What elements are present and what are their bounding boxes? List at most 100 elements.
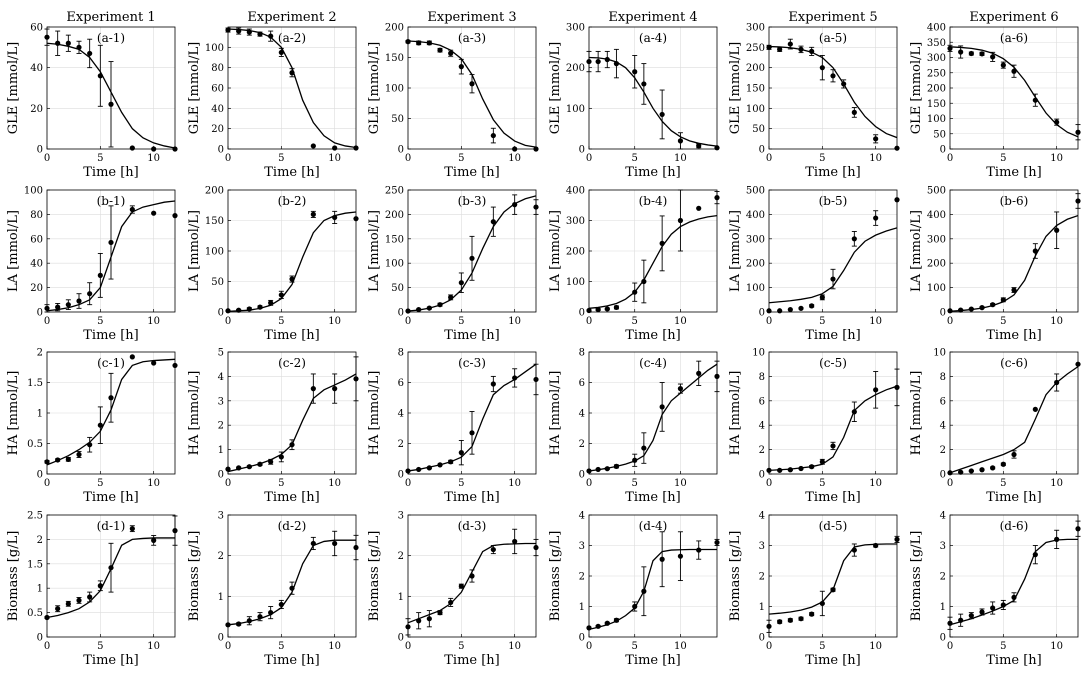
data-point — [787, 306, 793, 313]
panel-d-4: 0 5 10 0 1 2 3 4 Time [h] Biomass [g/L] (d-4) — [548, 511, 720, 668]
axes-box — [768, 351, 898, 475]
data-point — [289, 585, 295, 591]
panel-tag: (c-3) — [458, 356, 486, 370]
panel-tag: (d-5) — [819, 519, 848, 533]
data-point — [151, 146, 157, 152]
data-point — [268, 610, 274, 616]
y-tick-label: 60 — [211, 84, 224, 95]
model-curve — [769, 45, 897, 139]
y-tick-label: 1 — [398, 592, 404, 603]
y-axis-label: Biomass [g/L] — [6, 531, 21, 622]
data-point — [659, 111, 665, 118]
data-point — [1054, 227, 1060, 233]
panel-title: Experiment 4 — [608, 10, 697, 25]
y-tick-label: 40 — [211, 104, 224, 115]
data-point — [979, 467, 985, 473]
x-axis-label: Time [h] — [986, 328, 1042, 343]
x-axis-label: Time [h] — [986, 490, 1042, 505]
y-axis-label: HA [mmol/L] — [728, 371, 743, 456]
x-tick-label: 5 — [97, 641, 103, 652]
data-point — [246, 618, 252, 624]
x-tick-label: 10 — [147, 478, 160, 489]
data-point — [613, 61, 620, 67]
x-axis-label: Time [h] — [986, 653, 1042, 668]
x-tick-label: 0 — [766, 478, 772, 489]
y-tick-label: 100 — [385, 259, 404, 270]
x-axis-label: Time [h] — [264, 653, 320, 668]
y-tick-label: 1 — [37, 409, 43, 420]
y-tick-label: 50 — [933, 129, 946, 140]
data-point — [714, 373, 720, 379]
panel-c-3: 0 5 10 0 2 4 6 8 Time [h] HA [mmol/L] (c-3) — [367, 348, 539, 505]
y-tick-label: 200 — [566, 247, 585, 258]
data-point — [873, 136, 879, 142]
x-tick-label: 0 — [586, 641, 592, 652]
y-tick-label: 300 — [566, 23, 585, 34]
x-tick-label: 10 — [674, 153, 687, 164]
y-tick-label: 250 — [385, 186, 404, 197]
y-axis-label: Biomass [g/L] — [909, 531, 924, 622]
x-axis-label: Time [h] — [83, 165, 139, 180]
data-point — [798, 616, 804, 622]
data-point — [659, 556, 665, 562]
data-point — [289, 442, 295, 448]
data-point — [448, 599, 454, 606]
y-tick-label: 4 — [940, 511, 946, 522]
data-point — [894, 384, 900, 390]
y-tick-label: 300 — [566, 216, 585, 227]
x-tick-label: 10 — [328, 478, 341, 489]
x-tick-label: 5 — [632, 153, 638, 164]
data-point — [958, 469, 964, 475]
axes-box — [768, 189, 898, 313]
data-point — [458, 280, 464, 286]
data-point — [55, 40, 61, 46]
data-point — [1000, 602, 1006, 608]
data-point — [76, 451, 82, 458]
y-tick-label: 0 — [579, 308, 585, 319]
data-point — [490, 132, 496, 139]
y-tick-label: 3 — [218, 396, 224, 407]
y-tick-label: 0 — [218, 145, 224, 156]
axes-box — [227, 351, 357, 475]
data-point — [851, 109, 857, 115]
panel-c-6: 0 5 10 0 2 4 6 8 10 Time [h] HA [mmol/L] (c-6) — [909, 348, 1081, 505]
x-axis-label: Time [h] — [444, 328, 500, 343]
panel-tag: (c-6) — [1000, 356, 1028, 370]
data-point — [979, 305, 985, 311]
data-point — [76, 298, 82, 304]
x-tick-label: 0 — [586, 478, 592, 489]
data-point — [604, 56, 610, 63]
x-tick-label: 5 — [819, 316, 825, 327]
y-tick-label: 500 — [746, 186, 765, 197]
y-tick-label: 3 — [218, 511, 224, 522]
data-point — [268, 459, 274, 465]
x-tick-label: 0 — [405, 316, 411, 327]
data-point — [958, 307, 964, 313]
x-tick-label: 5 — [278, 641, 284, 652]
data-point — [851, 547, 857, 553]
data-point — [108, 395, 114, 401]
y-tick-label: 8 — [759, 372, 765, 383]
data-point — [947, 45, 953, 51]
data-point — [586, 307, 592, 314]
data-point — [1032, 406, 1038, 412]
x-tick-label: 5 — [278, 153, 284, 164]
data-point — [787, 41, 793, 47]
y-tick-label: 350 — [927, 38, 946, 49]
data-point — [310, 211, 316, 217]
x-tick-label: 10 — [328, 316, 341, 327]
x-tick-label: 5 — [458, 153, 464, 164]
x-tick-label: 0 — [947, 641, 953, 652]
data-point — [1011, 451, 1017, 458]
data-point — [1054, 536, 1060, 543]
y-tick-label: 1.5 — [27, 378, 43, 389]
x-tick-label: 0 — [947, 153, 953, 164]
data-point — [851, 236, 857, 242]
y-tick-label: 3 — [579, 541, 585, 552]
y-tick-label: 2 — [218, 551, 224, 562]
data-point — [766, 44, 772, 50]
